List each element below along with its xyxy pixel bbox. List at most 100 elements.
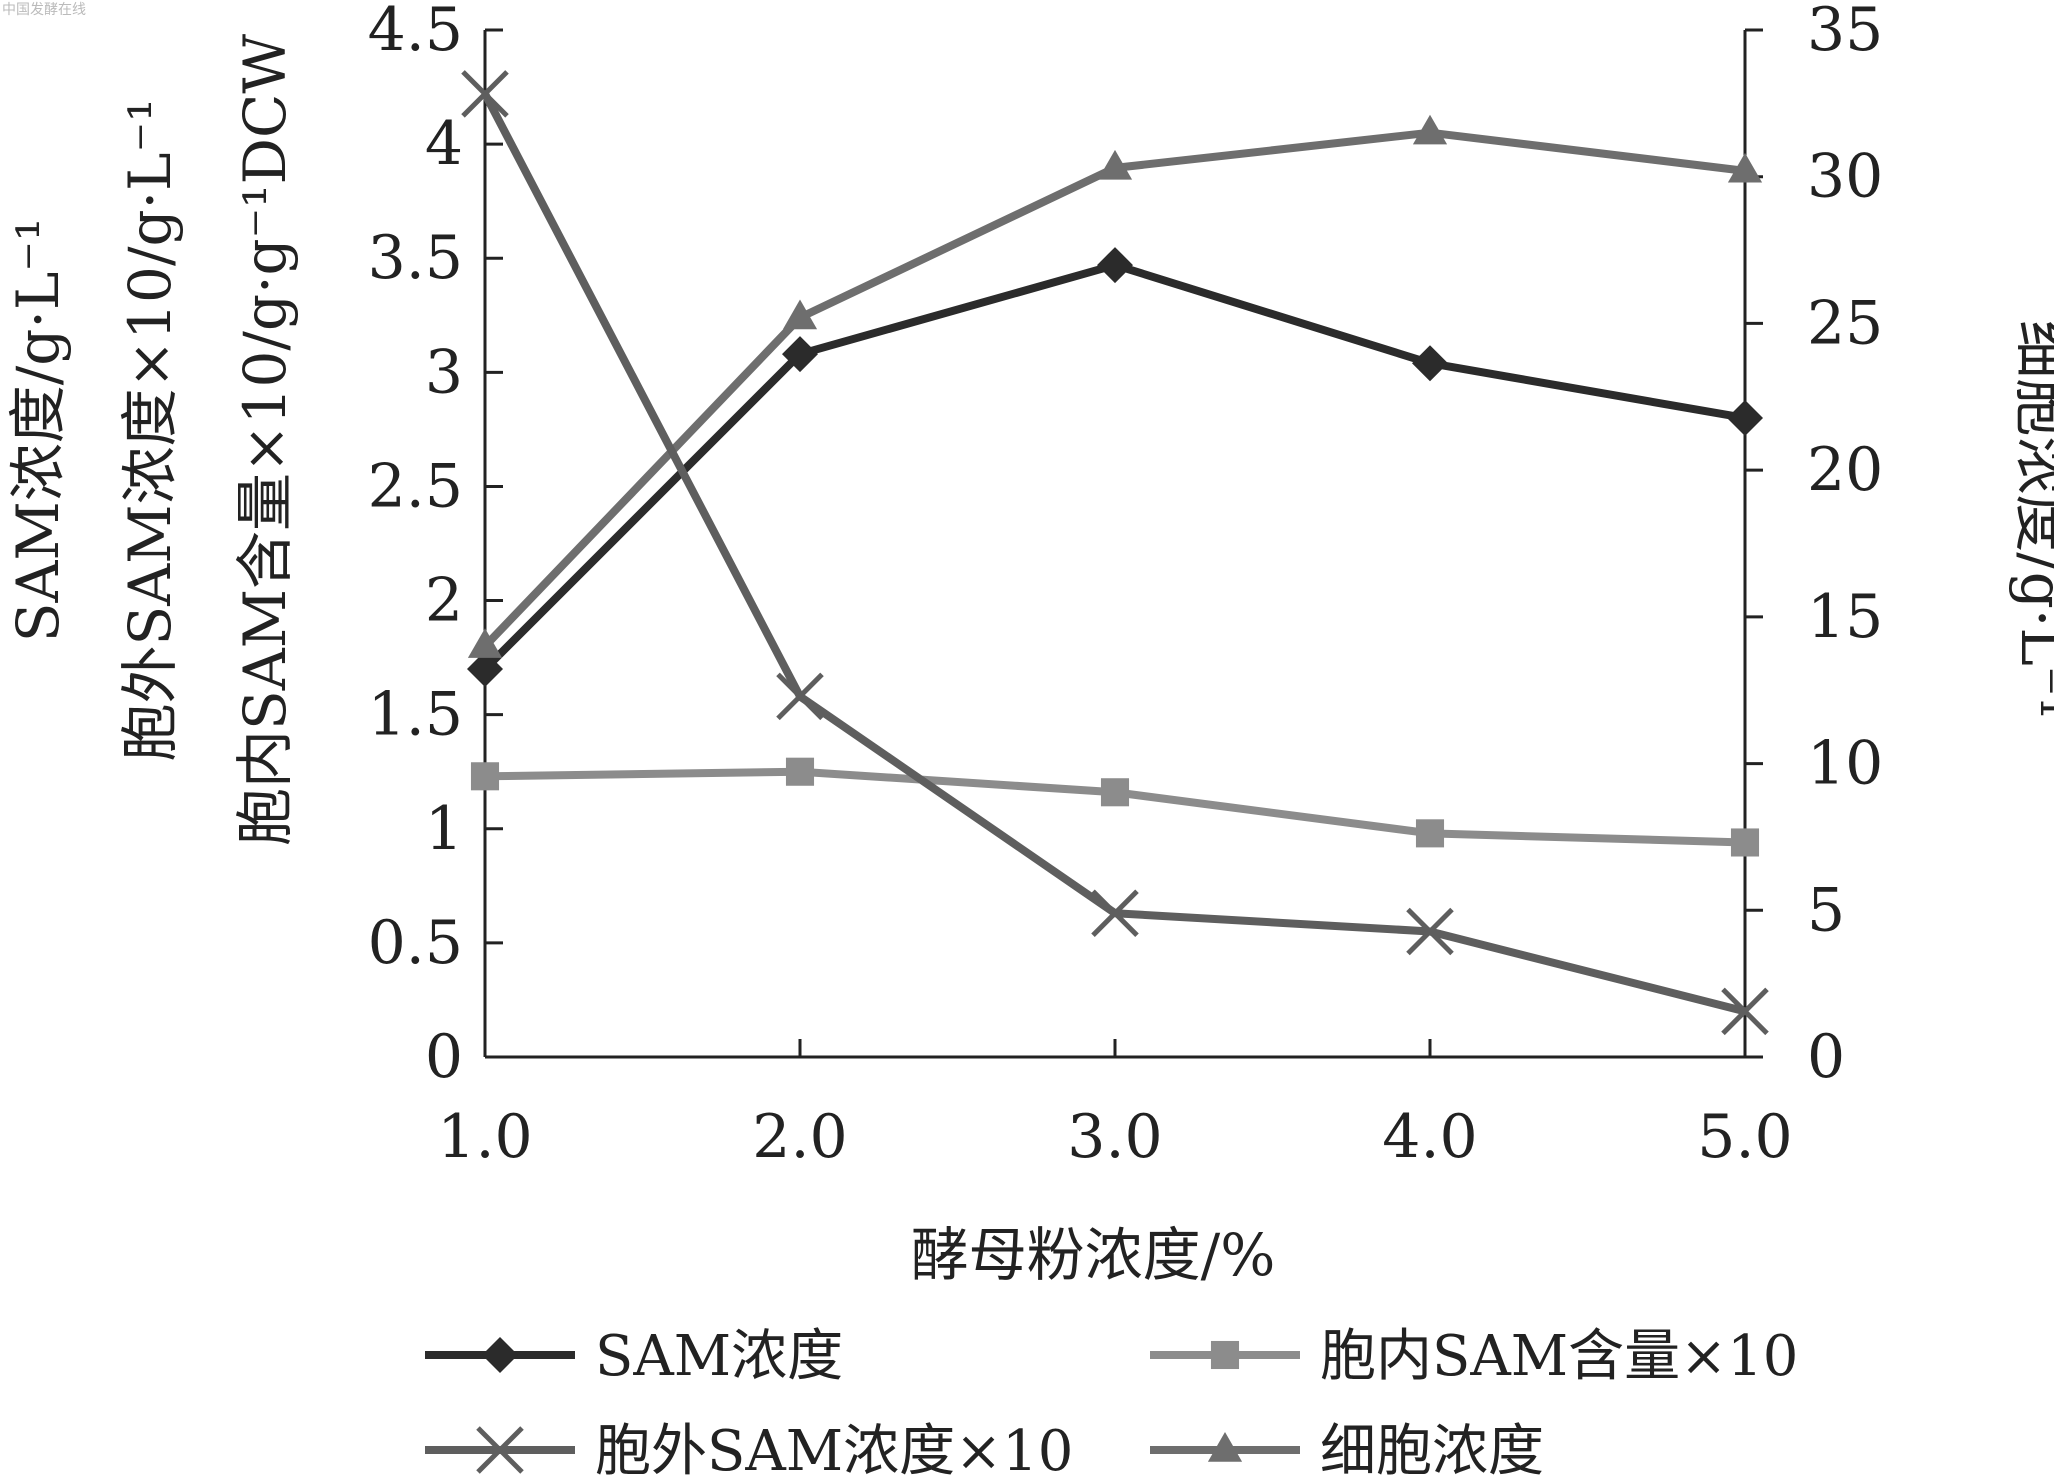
x-axis-title: 酵母粉浓度/% <box>911 1221 1276 1289</box>
data-point <box>1412 345 1448 382</box>
x-tick-label: 1.0 <box>437 1102 532 1172</box>
data-point <box>467 628 503 658</box>
right-tick-label: 0 <box>1807 1022 1845 1092</box>
right-tick-label: 5 <box>1807 875 1845 945</box>
left-tick-label: 3.5 <box>368 223 463 293</box>
x-marker-stroke <box>476 1426 524 1474</box>
left-tick-label: 0 <box>425 1022 463 1092</box>
left-tick-label: 2 <box>425 566 463 636</box>
triangle-marker <box>782 299 818 330</box>
diamond-marker <box>1097 247 1133 284</box>
series-4 <box>467 114 1763 658</box>
left-tick-label: 1 <box>425 794 463 864</box>
series-line <box>481 92 1746 1016</box>
square-marker <box>1100 778 1130 807</box>
x-marker <box>476 1426 524 1474</box>
data-point <box>1097 149 1133 180</box>
series-line <box>482 261 1746 672</box>
triangle-marker <box>1727 152 1763 183</box>
left-tick-label: 3 <box>425 337 463 407</box>
left-tick-label: 0.5 <box>368 908 463 978</box>
data-point <box>1727 399 1763 436</box>
series-layer <box>461 70 1769 1036</box>
y-left-title-1: SAM浓度/g·L⁻¹ <box>4 218 72 643</box>
square-marker <box>1210 1340 1240 1370</box>
x-tick-label: 2.0 <box>752 1102 847 1172</box>
x-marker <box>1091 889 1139 937</box>
diamond-marker <box>467 651 503 688</box>
legend-item: 胞内SAM含量×10 <box>1150 1324 1798 1389</box>
square-marker <box>470 762 500 791</box>
series-line <box>482 128 1746 649</box>
data-point <box>1730 828 1760 857</box>
data-point <box>785 757 815 786</box>
data-point <box>782 299 818 330</box>
right-tick-label: 25 <box>1807 288 1883 358</box>
data-point <box>461 70 509 118</box>
left-axis-ticks: 0 0.5 1 1.5 2 2.5 3 3.5 4 4.5 <box>368 0 503 1092</box>
data-point <box>1415 819 1445 848</box>
data-point <box>1721 987 1769 1036</box>
square-marker <box>1730 828 1760 857</box>
right-tick-label: 20 <box>1807 435 1883 505</box>
data-point <box>776 672 824 721</box>
legend-item: SAM浓度 <box>425 1324 843 1389</box>
data-point <box>1412 114 1448 145</box>
square-marker <box>785 757 815 786</box>
data-point <box>1097 247 1133 284</box>
x-marker <box>776 672 824 721</box>
right-axis-ticks: 0 5 10 15 20 25 30 35 <box>1745 0 1883 1092</box>
triangle-marker <box>467 628 503 658</box>
series-2 <box>470 757 1760 857</box>
diamond-marker <box>782 336 818 373</box>
x-marker-stroke <box>1406 907 1454 956</box>
data-point <box>1406 907 1454 956</box>
diamond-marker <box>1727 399 1763 436</box>
x-marker-stroke <box>461 70 509 118</box>
data-point <box>782 336 818 373</box>
diamond-marker <box>482 1337 518 1373</box>
legend-label: SAM浓度 <box>595 1324 843 1389</box>
data-point <box>1100 778 1130 807</box>
right-tick-label: 15 <box>1807 582 1883 652</box>
left-tick-label: 4.5 <box>368 0 463 65</box>
legend-label: 细胞浓度 <box>1320 1419 1544 1483</box>
right-tick-label: 10 <box>1807 729 1883 799</box>
x-marker <box>1721 987 1769 1036</box>
x-tick-label: 5.0 <box>1697 1102 1792 1172</box>
diamond-marker <box>1412 345 1448 382</box>
data-point <box>1727 152 1763 183</box>
data-point <box>1091 889 1139 937</box>
x-tick-label: 4.0 <box>1382 1102 1477 1172</box>
legend-item: 胞外SAM浓度×10 <box>425 1419 1073 1483</box>
legend-label: 胞外SAM浓度×10 <box>595 1419 1073 1483</box>
x-marker <box>461 70 509 118</box>
triangle-marker <box>1412 114 1448 145</box>
left-tick-label: 1.5 <box>368 680 463 750</box>
square-marker <box>1415 819 1445 848</box>
x-marker-stroke <box>1721 987 1769 1036</box>
data-point <box>470 762 500 791</box>
y-left-title-3: 胞内SAM含量×10/g·g⁻¹DCW <box>231 34 299 846</box>
triangle-marker <box>1207 1432 1243 1462</box>
left-tick-label: 2.5 <box>368 451 463 521</box>
y-left-title-2: 胞外SAM浓度×10/g·L⁻¹ <box>116 99 184 762</box>
series-3 <box>461 70 1769 1036</box>
legend: SAM浓度 胞内SAM含量×10 胞外SAM浓度×10 细胞浓度 <box>425 1324 1798 1483</box>
x-marker-stroke <box>776 672 824 721</box>
triangle-marker <box>1097 149 1133 180</box>
x-tick-label: 3.0 <box>1067 1102 1162 1172</box>
x-axis-ticks: 1.0 2.0 3.0 4.0 5.0 <box>437 1039 1793 1172</box>
data-point <box>467 651 503 688</box>
axes <box>483 30 1747 1059</box>
x-marker <box>1406 907 1454 956</box>
series-1 <box>467 247 1763 688</box>
legend-label: 胞内SAM含量×10 <box>1320 1324 1798 1389</box>
x-marker-stroke <box>1091 889 1139 937</box>
y-right-title: 细胞浓度/g·L⁻¹ <box>2008 320 2054 720</box>
watermark: 中国发酵在线 <box>2 2 86 18</box>
legend-item: 细胞浓度 <box>1150 1419 1544 1483</box>
right-tick-label: 30 <box>1807 142 1883 212</box>
right-tick-label: 35 <box>1807 0 1883 65</box>
